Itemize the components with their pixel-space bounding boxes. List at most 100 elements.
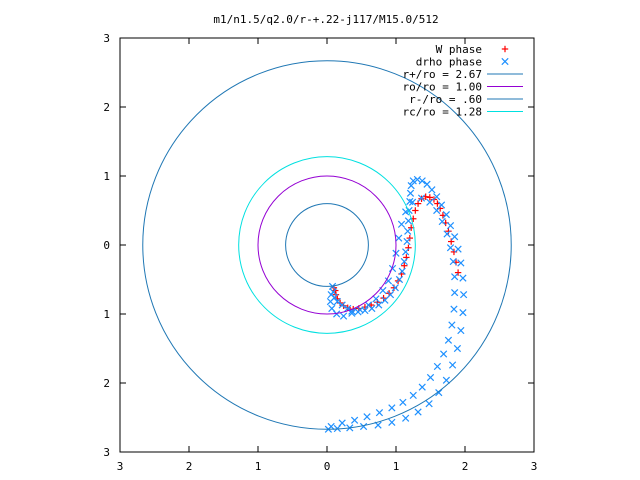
drho-phase-point [449, 257, 457, 266]
drho-phase-point [338, 419, 346, 427]
drho-phase-point [402, 414, 410, 422]
x-tick-label: 2 [462, 460, 469, 473]
drho-phase-point [359, 422, 368, 431]
legend-entry: W phase [436, 43, 509, 56]
drho-phase-point [426, 373, 435, 382]
drho-phase-point [339, 312, 348, 320]
legend-marker-sample [501, 45, 509, 53]
drho-phase-point [442, 376, 450, 384]
drho-phase-point [451, 288, 459, 297]
drho-phase-point [381, 296, 389, 304]
drho-phase-point [328, 304, 336, 313]
x-tick-label: 3 [117, 460, 124, 473]
circle-line [257, 175, 397, 315]
circle-line [238, 156, 416, 334]
drho-phase-point [453, 344, 462, 353]
drho-phase-point [350, 416, 359, 424]
series-1 [324, 175, 468, 433]
drho-phase-point [375, 409, 384, 417]
drho-phase-point [448, 361, 457, 369]
x-tick-label: 1 [255, 460, 262, 473]
drho-phase-point [446, 222, 455, 230]
legend-label: W phase [436, 43, 482, 56]
legend-entry: r+/ro = 2.67 [403, 68, 523, 81]
w-phase-point [401, 262, 408, 269]
drho-phase-point [406, 189, 415, 197]
y-tick-label: 3 [103, 32, 110, 45]
series-5 [238, 156, 416, 334]
w-phase-point [448, 238, 455, 245]
drho-phase-point [397, 220, 406, 228]
circle-line [285, 203, 369, 287]
drho-phase-point [403, 237, 411, 246]
w-phase-point [405, 244, 412, 251]
w-phase-point [412, 207, 419, 214]
drho-phase-point [391, 284, 399, 292]
drho-phase-point [364, 301, 373, 309]
drho-phase-point [428, 186, 436, 194]
circle-line [142, 60, 512, 430]
legend-label: ro/ro = 1.00 [403, 81, 482, 94]
drho-phase-point [348, 307, 356, 315]
drho-phase-point [363, 413, 371, 421]
drho-phase-point [418, 383, 426, 391]
x-tick-label: 0 [324, 460, 331, 473]
drho-phase-point [356, 306, 364, 314]
drho-phase-point [375, 301, 383, 309]
legend-label: r-/ro = .60 [409, 93, 482, 106]
drho-phase-point [408, 198, 417, 206]
drho-phase-point [327, 291, 335, 299]
series-layer [142, 60, 512, 433]
legend-entry: rc/ro = 1.28 [403, 106, 523, 119]
drho-phase-point [450, 305, 458, 313]
drho-phase-point [402, 248, 410, 256]
w-phase-point [390, 284, 398, 291]
drho-phase-point [451, 273, 459, 281]
drho-phase-point [386, 291, 395, 299]
drho-phase-point [438, 217, 446, 226]
drho-phase-point [327, 422, 335, 431]
drho-phase-point [457, 326, 465, 335]
drho-phase-point [326, 297, 335, 306]
drho-phase-point [457, 259, 465, 267]
drho-phase-point [409, 391, 417, 400]
y-tick-label: 1 [103, 308, 110, 321]
legend-entry: ro/ro = 1.00 [403, 81, 523, 94]
drho-phase-point [459, 274, 467, 282]
drho-phase-point [454, 245, 462, 253]
legend-label: r+/ro = 2.67 [403, 68, 482, 81]
drho-phase-point [399, 398, 407, 406]
drho-phase-point [395, 275, 404, 284]
drho-phase-point [384, 277, 393, 285]
drho-phase-point [446, 244, 455, 252]
y-tick-label: 2 [103, 101, 110, 114]
drho-phase-point [444, 336, 453, 344]
series-2 [142, 60, 512, 430]
drho-phase-point [433, 193, 441, 201]
x-tick-label: 1 [393, 460, 400, 473]
drho-phase-point [414, 408, 422, 416]
drho-phase-point [398, 267, 406, 275]
legend-marker-sample [501, 57, 509, 66]
series-3 [257, 175, 397, 315]
legend-label: rc/ro = 1.28 [403, 106, 482, 119]
y-tick-label: 0 [103, 239, 110, 252]
drho-phase-point [451, 233, 459, 241]
drho-phase-point [388, 404, 396, 412]
drho-phase-point [333, 297, 341, 306]
chart-title: m1/n1.5/q2.0/r-+.22-j117/M15.0/512 [213, 13, 438, 26]
x-tick-label: 3 [531, 460, 538, 473]
w-phase-point [426, 194, 434, 201]
drho-phase-point [426, 198, 434, 206]
drho-phase-point [395, 234, 403, 242]
drho-phase-point [400, 257, 408, 266]
legend-entry: r-/ro = .60 [409, 93, 523, 106]
series-4 [285, 203, 369, 287]
drho-phase-point [404, 227, 412, 235]
drho-phase-point [442, 211, 450, 219]
drho-phase-point [338, 301, 346, 309]
drho-phase-point [439, 350, 448, 358]
legend-entry: drho phase [416, 56, 509, 69]
